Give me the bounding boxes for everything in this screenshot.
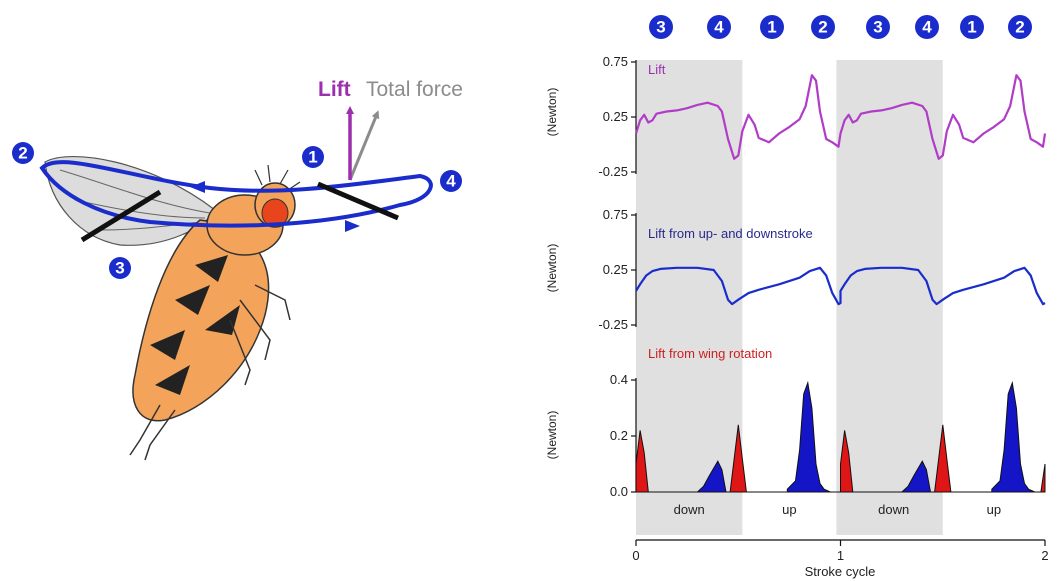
- y-tick-label: 0.75: [603, 54, 628, 69]
- y-tick-label: 0.25: [603, 262, 628, 277]
- stroke-label-band: [636, 495, 1045, 523]
- svg-text:2: 2: [18, 144, 27, 163]
- lift-vector-label: Lift: [318, 78, 351, 101]
- series-line-0: [634, 74, 1047, 160]
- y-tick-label: 0.0: [610, 484, 628, 499]
- panel-rotation-yticks: 0.4 0.2 0.0: [610, 372, 637, 499]
- total-force-arrow: [348, 110, 380, 181]
- stroke-label-shade-1: [836, 495, 943, 523]
- x-tick-label: 0: [632, 548, 639, 563]
- downstroke-shading: [636, 60, 943, 535]
- svg-text:4: 4: [922, 18, 932, 37]
- phase-badge-2: 1: [760, 15, 784, 39]
- stroke-label-3: up: [987, 502, 1001, 517]
- downstroke-band-0: [636, 60, 743, 535]
- fly-diagram: Lift Total force 1 2 3 4: [12, 78, 463, 461]
- rotation-peak-end: [1040, 463, 1046, 493]
- stroke-position-badge-2: 2: [12, 142, 34, 164]
- panel-lift-yticks: 0.75 0.25 -0.25: [598, 54, 637, 179]
- rotation-peak-1-1: [934, 424, 955, 493]
- eye-icon: [261, 198, 289, 228]
- panel-updown-title: Lift from up- and downstroke: [648, 226, 813, 241]
- phase-badge-0: 3: [649, 15, 673, 39]
- svg-text:3: 3: [656, 18, 665, 37]
- charts: 3 4 1 2 3 4 1 2 Lift 0.75 0.25 -0.25 (Newton) Lif…: [545, 15, 1049, 579]
- panel-rotation-title: Lift from wing rotation: [648, 346, 772, 361]
- panel-updown-yticks: 0.75 0.25 -0.25: [598, 207, 637, 332]
- panel-rotation-series: [635, 380, 1046, 493]
- stroke-label-shade-0: [636, 495, 743, 523]
- svg-text:2: 2: [818, 18, 827, 37]
- stroke-position-badge-3: 3: [109, 257, 131, 279]
- x-tick-label: 1: [837, 548, 844, 563]
- panel-updown-ylabel: (Newton): [545, 244, 559, 293]
- phase-badge-7: 2: [1008, 15, 1032, 39]
- phase-badge-4: 3: [866, 15, 890, 39]
- phase-badges: 3 4 1 2 3 4 1 2: [649, 15, 1032, 39]
- panel-lift-ylabel: (Newton): [545, 88, 559, 137]
- y-tick-label: 0.4: [610, 372, 628, 387]
- stroke-position-badge-1: 1: [302, 146, 324, 168]
- rotation-peak-0-1: [729, 424, 751, 493]
- stroke-label-0: down: [674, 502, 705, 517]
- panel-rotation: Lift from wing rotation 0.4 0.2 0.0 (Newto…: [545, 346, 1046, 499]
- stroke-position-badge-4: 4: [440, 170, 462, 192]
- svg-text:1: 1: [308, 148, 317, 167]
- panel-lift-title: Lift: [648, 62, 666, 77]
- wing-section-icon: [80, 181, 399, 243]
- svg-text:1: 1: [967, 18, 976, 37]
- svg-text:4: 4: [714, 18, 724, 37]
- panel-lift: Lift 0.75 0.25 -0.25 (Newton): [545, 54, 1047, 179]
- svg-text:3: 3: [115, 259, 124, 278]
- svg-text:4: 4: [446, 172, 456, 191]
- panel-updown-series: [635, 266, 1046, 306]
- panel-lift-series: [634, 74, 1047, 160]
- y-tick-label: -0.25: [598, 317, 628, 332]
- x-axis-ticks: 0 1 2: [632, 540, 1049, 563]
- svg-text:1: 1: [767, 18, 776, 37]
- stroke-labels: down up down up: [674, 502, 1001, 517]
- phase-badge-1: 4: [707, 15, 731, 39]
- x-axis: 0 1 2 Stroke cycle: [632, 539, 1049, 579]
- series-line-1: [635, 266, 1046, 306]
- downstroke-band-1: [836, 60, 943, 535]
- y-tick-label: 0.25: [603, 109, 628, 124]
- svg-text:2: 2: [1015, 18, 1024, 37]
- y-tick-label: 0.75: [603, 207, 628, 222]
- x-axis-label: Stroke cycle: [805, 564, 876, 579]
- y-tick-label: -0.25: [598, 164, 628, 179]
- upstroke-peak-0-1: [786, 380, 831, 493]
- panel-rotation-ylabel: (Newton): [545, 411, 559, 460]
- stroke-label-1: up: [782, 502, 796, 517]
- phase-badge-6: 1: [960, 15, 984, 39]
- wing-path: [39, 160, 433, 232]
- x-tick-label: 2: [1041, 548, 1048, 563]
- upstroke-peak-1-1: [991, 380, 1036, 493]
- svg-text:3: 3: [873, 18, 882, 37]
- phase-badge-3: 2: [811, 15, 835, 39]
- y-tick-label: 0.2: [610, 428, 628, 443]
- stroke-label-2: down: [878, 502, 909, 517]
- phase-badge-5: 4: [915, 15, 939, 39]
- panel-updown: Lift from up- and downstroke 0.75 0.25 -0.…: [545, 207, 1046, 332]
- total-force-label: Total force: [366, 78, 463, 101]
